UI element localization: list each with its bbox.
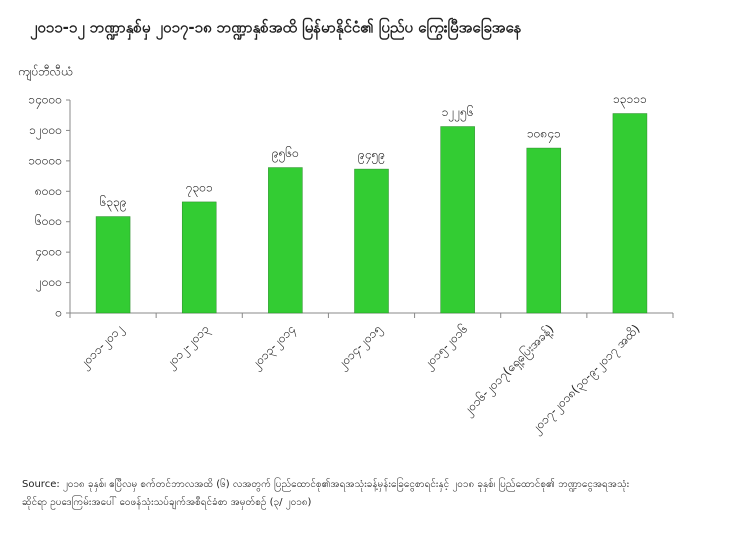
value-label: ၆၃၃၉ [100, 194, 127, 212]
y-tick-label: ၄၀၀၀ [35, 245, 62, 262]
x-tick-label: ၂၀၁၃-၂၀၁၄ [248, 322, 300, 374]
bar [612, 113, 648, 314]
value-label: ၉၅၆၀ [272, 145, 299, 163]
bar [526, 147, 562, 314]
x-tick-label: ၂၀၁၄-၂၀၁၅ [334, 322, 386, 374]
value-label: ၁၀၈၄၁ [527, 127, 561, 144]
value-label: ၁၃၁၁၁ [613, 92, 647, 109]
x-tick-label: ၂၀၁၁-၂၀၁၂ [76, 322, 127, 373]
source: ဆိုင်ရာ ဥပဒေကြမ်းအပေါ် ဝေဖန်သုံးသပ်ချက်အ… [22, 494, 312, 510]
bar [95, 216, 131, 314]
x-tick-label: ၂၀၁၂-၂၀၁၃ [162, 322, 213, 373]
x-tick-label: ၂၀၁၆-၂၀၁၇(ရှေ့ပြေးအခန့်) [459, 320, 559, 420]
value-label: ၉၄၅၉ [358, 148, 385, 165]
y-tick-label: ၁၀၀၀၀ [28, 153, 62, 167]
source: Source: ၂၀၁၈ ခုနှစ်၊ ဧပြီလမှ စက်တင်ဘာလအထ… [22, 476, 630, 492]
value-label: ၁၂၂၅၆ [442, 104, 474, 122]
x-tick-label: ၂၀၁၅-၂၀၁၆ [420, 321, 473, 374]
bar [268, 167, 303, 314]
y-tick-label: ၁၄၀၀၀ [28, 93, 62, 110]
bar [181, 201, 217, 314]
chart-title: ၂၀၁၁-၁၂ ဘဏ္ဍာနှစ်မှ ၂၀၁၇-၁၈ ဘဏ္ဍာနှစ်အထိ… [30, 17, 522, 41]
bar [354, 168, 389, 314]
y-tick-label: ၁၂၀၀၀ [29, 123, 62, 140]
bar [440, 126, 475, 314]
y-tick-label: ၀ [55, 306, 62, 320]
value-label: ၇၃၀၁ [186, 180, 213, 197]
y-tick-label: ၈၀၀၀ [35, 184, 62, 198]
y-tick-label: ၆၀၀၀ [35, 213, 62, 228]
y-tick-label: ၂၀၀၀ [36, 275, 62, 292]
y-axis-label: ကျပ်ဘီလီယံ [18, 64, 73, 82]
